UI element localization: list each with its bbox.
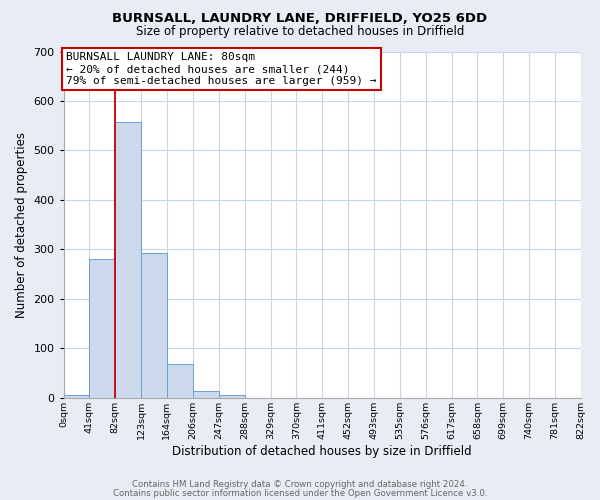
Text: Size of property relative to detached houses in Driffield: Size of property relative to detached ho… [136, 25, 464, 38]
Text: Contains public sector information licensed under the Open Government Licence v3: Contains public sector information licen… [113, 488, 487, 498]
Text: Contains HM Land Registry data © Crown copyright and database right 2024.: Contains HM Land Registry data © Crown c… [132, 480, 468, 489]
Bar [167, 364, 193, 398]
X-axis label: Distribution of detached houses by size in Driffield: Distribution of detached houses by size … [172, 444, 472, 458]
Text: BURNSALL, LAUNDRY LANE, DRIFFIELD, YO25 6DD: BURNSALL, LAUNDRY LANE, DRIFFIELD, YO25 … [112, 12, 488, 26]
Bar [219, 396, 245, 398]
Bar [193, 391, 219, 398]
Bar [64, 396, 89, 398]
Text: BURNSALL LAUNDRY LANE: 80sqm
← 20% of detached houses are smaller (244)
79% of s: BURNSALL LAUNDRY LANE: 80sqm ← 20% of de… [66, 52, 377, 86]
Bar [89, 260, 115, 398]
Bar [141, 254, 167, 398]
Y-axis label: Number of detached properties: Number of detached properties [15, 132, 28, 318]
Bar [115, 122, 141, 398]
